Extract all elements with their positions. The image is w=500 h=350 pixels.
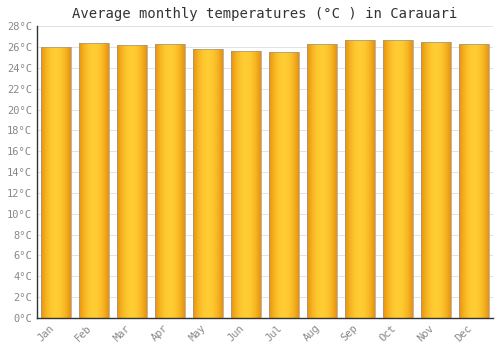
Bar xyxy=(269,52,299,318)
Bar xyxy=(345,40,375,318)
Bar xyxy=(155,44,184,318)
Bar xyxy=(231,51,260,318)
Bar xyxy=(41,47,70,318)
Bar xyxy=(193,49,222,318)
Bar xyxy=(307,44,337,318)
Bar xyxy=(383,40,413,318)
Title: Average monthly temperatures (°C ) in Carauari: Average monthly temperatures (°C ) in Ca… xyxy=(72,7,458,21)
Bar xyxy=(79,43,108,318)
Bar xyxy=(459,44,489,318)
Bar xyxy=(117,45,146,318)
Bar xyxy=(421,42,451,318)
